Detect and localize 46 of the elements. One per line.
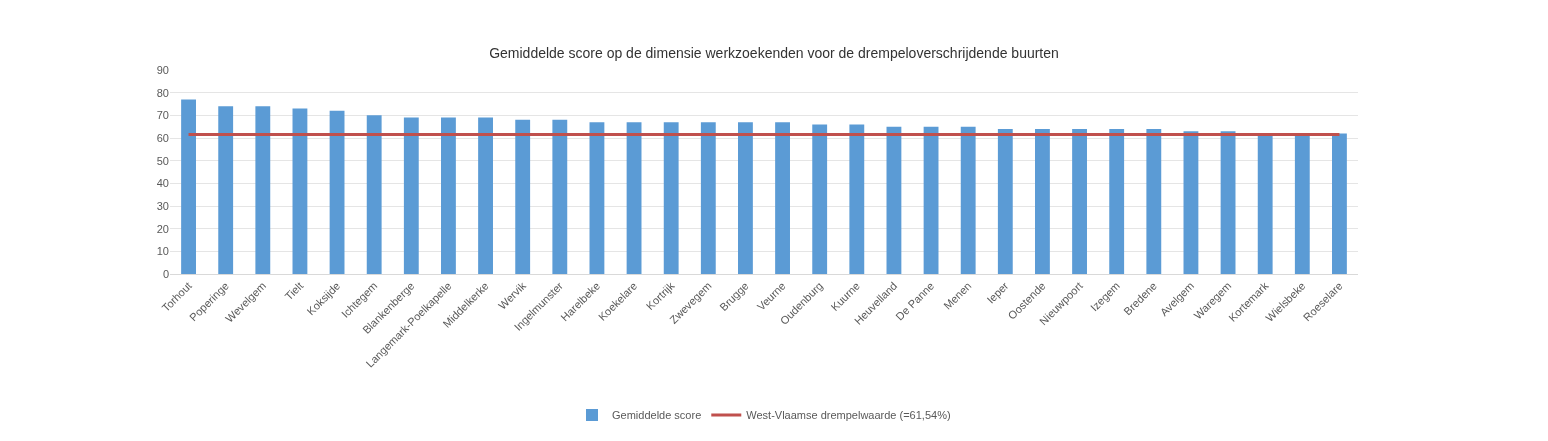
chart-title: Gemiddelde score op de dimensie werkzoekenden voor de drempeloverschrijdende buurten [489, 45, 1059, 62]
bar [997, 128, 1013, 274]
bar [1294, 133, 1310, 274]
y-tick-label: 40 [156, 177, 169, 190]
y-tick-label: 60 [156, 131, 169, 144]
bar [1109, 128, 1125, 274]
bar [366, 115, 382, 274]
bar [181, 99, 196, 274]
x-tick-label: Tielt [282, 279, 306, 303]
bar [589, 122, 605, 274]
bar [1183, 131, 1199, 274]
bar [329, 110, 345, 274]
y-tick-label: 10 [156, 245, 169, 258]
bar [552, 119, 568, 274]
bar [1146, 128, 1162, 274]
y-tick-label: 0 [162, 267, 169, 280]
bar [1035, 128, 1050, 274]
bar [1072, 128, 1087, 274]
y-tick-label: 80 [156, 86, 169, 99]
bar [255, 106, 271, 274]
y-tick-label: 20 [156, 222, 169, 235]
bar [849, 124, 865, 274]
bar [1257, 133, 1273, 274]
bar [218, 106, 234, 274]
legend-label: Gemiddelde score [612, 409, 702, 422]
bar [515, 119, 531, 274]
bar [886, 126, 902, 274]
bar [663, 122, 679, 274]
y-tick-label: 90 [156, 63, 169, 76]
bar [812, 124, 828, 274]
bar [923, 126, 939, 274]
bar [960, 126, 976, 274]
bar [403, 117, 419, 274]
y-tick-label: 50 [156, 154, 169, 167]
bar [775, 122, 790, 274]
y-tick-label: 30 [156, 199, 169, 212]
bar [738, 122, 753, 274]
bar [441, 117, 456, 274]
legend-label: West-Vlaamse drempelwaarde (=61,54%) [746, 409, 951, 422]
bar [700, 122, 716, 274]
bar [1332, 133, 1347, 274]
bar [1220, 131, 1236, 274]
bar [292, 108, 308, 274]
bar [626, 122, 642, 274]
y-tick-label: 70 [156, 109, 169, 122]
bar [478, 117, 493, 274]
